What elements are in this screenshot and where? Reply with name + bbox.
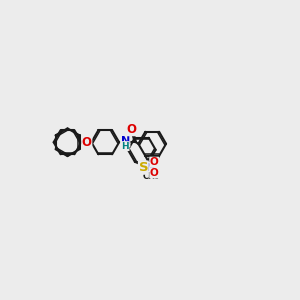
Text: O: O (126, 123, 136, 136)
Text: S: S (139, 161, 148, 174)
Text: N: N (121, 136, 130, 146)
Text: O: O (82, 136, 92, 149)
Text: H: H (122, 142, 129, 151)
Text: N: N (146, 163, 155, 172)
Text: O: O (150, 157, 158, 167)
Text: CH₃: CH₃ (142, 172, 159, 181)
Text: O: O (150, 168, 158, 178)
